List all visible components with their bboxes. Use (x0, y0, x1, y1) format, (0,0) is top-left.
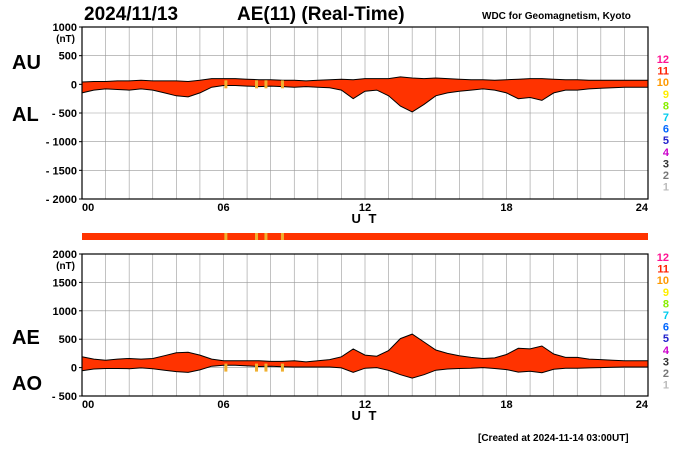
chart-date: 2024/11/13 (84, 4, 179, 25)
y-tick-label: - 500 (52, 391, 77, 403)
station-count-6: 6 (663, 124, 669, 136)
station-count-3: 3 (663, 356, 669, 368)
station-gap-mark (264, 363, 268, 372)
station-count-9: 9 (663, 89, 669, 101)
station-count-6: 6 (663, 322, 669, 334)
unit-label: (nT) (56, 34, 75, 45)
station-count-10: 10 (657, 77, 669, 89)
x-axis-label: U T (352, 211, 379, 226)
station-gap-mark (224, 80, 228, 89)
y-tick-label: 0 (71, 363, 77, 375)
data-source: WDC for Geomagnetism, Kyoto (482, 11, 631, 22)
station-count-11: 11 (657, 264, 669, 276)
x-axis-label: U T (352, 408, 379, 423)
station-bar-gap (224, 233, 228, 240)
station-count-10: 10 (657, 275, 669, 287)
station-count-5: 5 (663, 135, 669, 147)
series-al-line (81, 85, 648, 113)
x-tick-label: 00 (82, 202, 94, 214)
station-gap-mark (255, 80, 259, 89)
station-count-12: 12 (657, 54, 669, 66)
y-tick-label: 500 (59, 334, 77, 346)
y-tick-label: 1500 (53, 277, 77, 289)
chart-title: AE(11) (Real-Time) (237, 4, 405, 25)
station-count-2: 2 (663, 368, 669, 380)
y-tick-label: 0 (71, 79, 77, 91)
y-tick-label: 1000 (53, 22, 77, 34)
al-label: AL (12, 104, 39, 126)
plot-frame (81, 253, 649, 397)
x-tick-label: 00 (82, 399, 94, 411)
band-ae-ao (82, 334, 648, 379)
station-gap-mark (264, 80, 268, 89)
station-availability-bar (82, 233, 648, 240)
y-tick-label: - 1000 (46, 137, 77, 149)
station-count-7: 7 (663, 310, 669, 322)
band-au-al (82, 76, 648, 112)
ao-label: AO (12, 373, 42, 395)
series-au-line (81, 76, 648, 83)
y-tick-label: - 500 (52, 108, 77, 120)
station-count-4: 4 (663, 345, 670, 357)
panel-0 (79, 26, 649, 200)
station-count-1: 1 (663, 182, 669, 194)
x-tick-label: 18 (500, 399, 512, 411)
y-tick-label: - 1500 (46, 165, 77, 177)
station-gap-mark (280, 80, 284, 89)
station-bar-gap (264, 233, 268, 240)
ae-label: AE (12, 327, 40, 349)
au-label: AU (12, 52, 41, 74)
x-tick-label: 24 (636, 399, 649, 411)
unit-label: (nT) (56, 261, 75, 272)
station-count-2: 2 (663, 170, 669, 182)
station-count-1: 1 (663, 380, 669, 392)
y-tick-label: - 2000 (46, 194, 77, 206)
station-count-4: 4 (663, 147, 670, 159)
y-tick-label: 1000 (53, 306, 77, 318)
station-count-8: 8 (663, 100, 669, 112)
created-timestamp: [Created at 2024-11-14 03:00UT] (478, 433, 629, 444)
series-ae-line (81, 333, 648, 363)
station-count-8: 8 (663, 298, 669, 310)
y-tick-label: 2000 (53, 249, 77, 261)
x-tick-label: 18 (500, 202, 512, 214)
station-count-11: 11 (657, 66, 669, 78)
station-gap-mark (224, 363, 228, 372)
station-count-12: 12 (657, 252, 669, 264)
station-bar-gap (280, 233, 284, 240)
x-tick-label: 24 (636, 202, 649, 214)
station-bar-gap (255, 233, 259, 240)
station-count-3: 3 (663, 158, 669, 170)
station-count-9: 9 (663, 287, 669, 299)
x-tick-label: 12 (359, 202, 371, 214)
x-tick-label: 06 (217, 399, 229, 411)
x-tick-label: 12 (359, 399, 371, 411)
panel-1 (79, 253, 649, 397)
series-ao-line (81, 364, 648, 379)
y-tick-label: 500 (59, 51, 77, 63)
station-count-7: 7 (663, 112, 669, 124)
station-count-5: 5 (663, 333, 669, 345)
station-gap-mark (280, 363, 284, 372)
x-tick-label: 06 (217, 202, 229, 214)
station-gap-mark (255, 363, 259, 372)
